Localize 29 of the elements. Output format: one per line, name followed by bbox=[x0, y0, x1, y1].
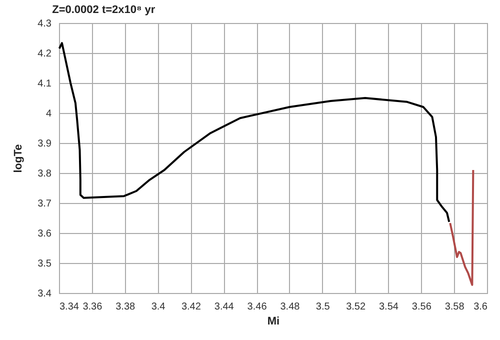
x-tick-label: 3.38 bbox=[116, 302, 136, 312]
x-tick-label: 3.48 bbox=[280, 302, 300, 312]
y-tick-label: 3.7 bbox=[38, 198, 52, 210]
x-tick-label: 3.4 bbox=[151, 302, 166, 312]
x-tick-label: 3.44 bbox=[214, 302, 234, 312]
x-tick-label: 3.52 bbox=[346, 302, 366, 312]
x-axis-title: Mi bbox=[267, 316, 280, 328]
x-tick-label: 3.42 bbox=[181, 302, 202, 312]
y-tick-label: 4.2 bbox=[38, 48, 52, 60]
line-series bbox=[449, 169, 474, 286]
y-tick-label: 4.3 bbox=[38, 18, 52, 30]
line-series bbox=[58, 42, 450, 223]
x-tick-label: 3.36 bbox=[82, 302, 103, 312]
y-tick-label: 3.8 bbox=[38, 168, 52, 180]
y-tick-label: 3.9 bbox=[38, 138, 52, 150]
y-axis-title: logTe bbox=[12, 144, 25, 173]
y-tick-label: 3.4 bbox=[38, 288, 52, 300]
y-tick-label: 3.6 bbox=[38, 228, 52, 240]
y-tick-label: 4.1 bbox=[38, 78, 52, 90]
x-tick-label: 3.5 bbox=[316, 302, 330, 312]
x-tick-label: 3.58 bbox=[444, 302, 465, 312]
x-tick-label: 3.54 bbox=[378, 302, 399, 312]
x-tick-label: 3.34 bbox=[60, 302, 80, 312]
x-tick-label: 3.6 bbox=[474, 302, 488, 312]
x-tick-label: 3.46 bbox=[247, 302, 268, 312]
y-tick-label: 4 bbox=[46, 108, 52, 120]
y-tick-label: 3.5 bbox=[38, 258, 52, 270]
chart-title: Z=0.0002 t=2x10⁸ yr bbox=[52, 4, 156, 16]
x-tick-label: 3.56 bbox=[412, 302, 432, 312]
